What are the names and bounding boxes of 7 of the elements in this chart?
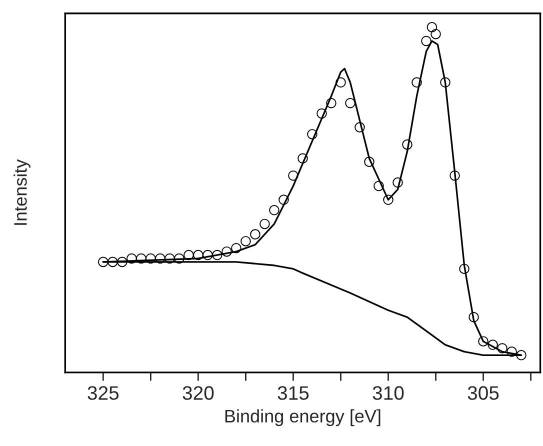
x-tick-label: 305 [468, 386, 499, 400]
x-axis-title: Binding energy [eV] [225, 409, 380, 426]
x-tick-label: 320 [182, 386, 214, 400]
y-axis-title: Intensity [14, 159, 30, 225]
x-tick-label: 315 [278, 386, 309, 400]
x-tick-label: 325 [88, 386, 119, 400]
x-tick-label: 310 [372, 386, 404, 400]
